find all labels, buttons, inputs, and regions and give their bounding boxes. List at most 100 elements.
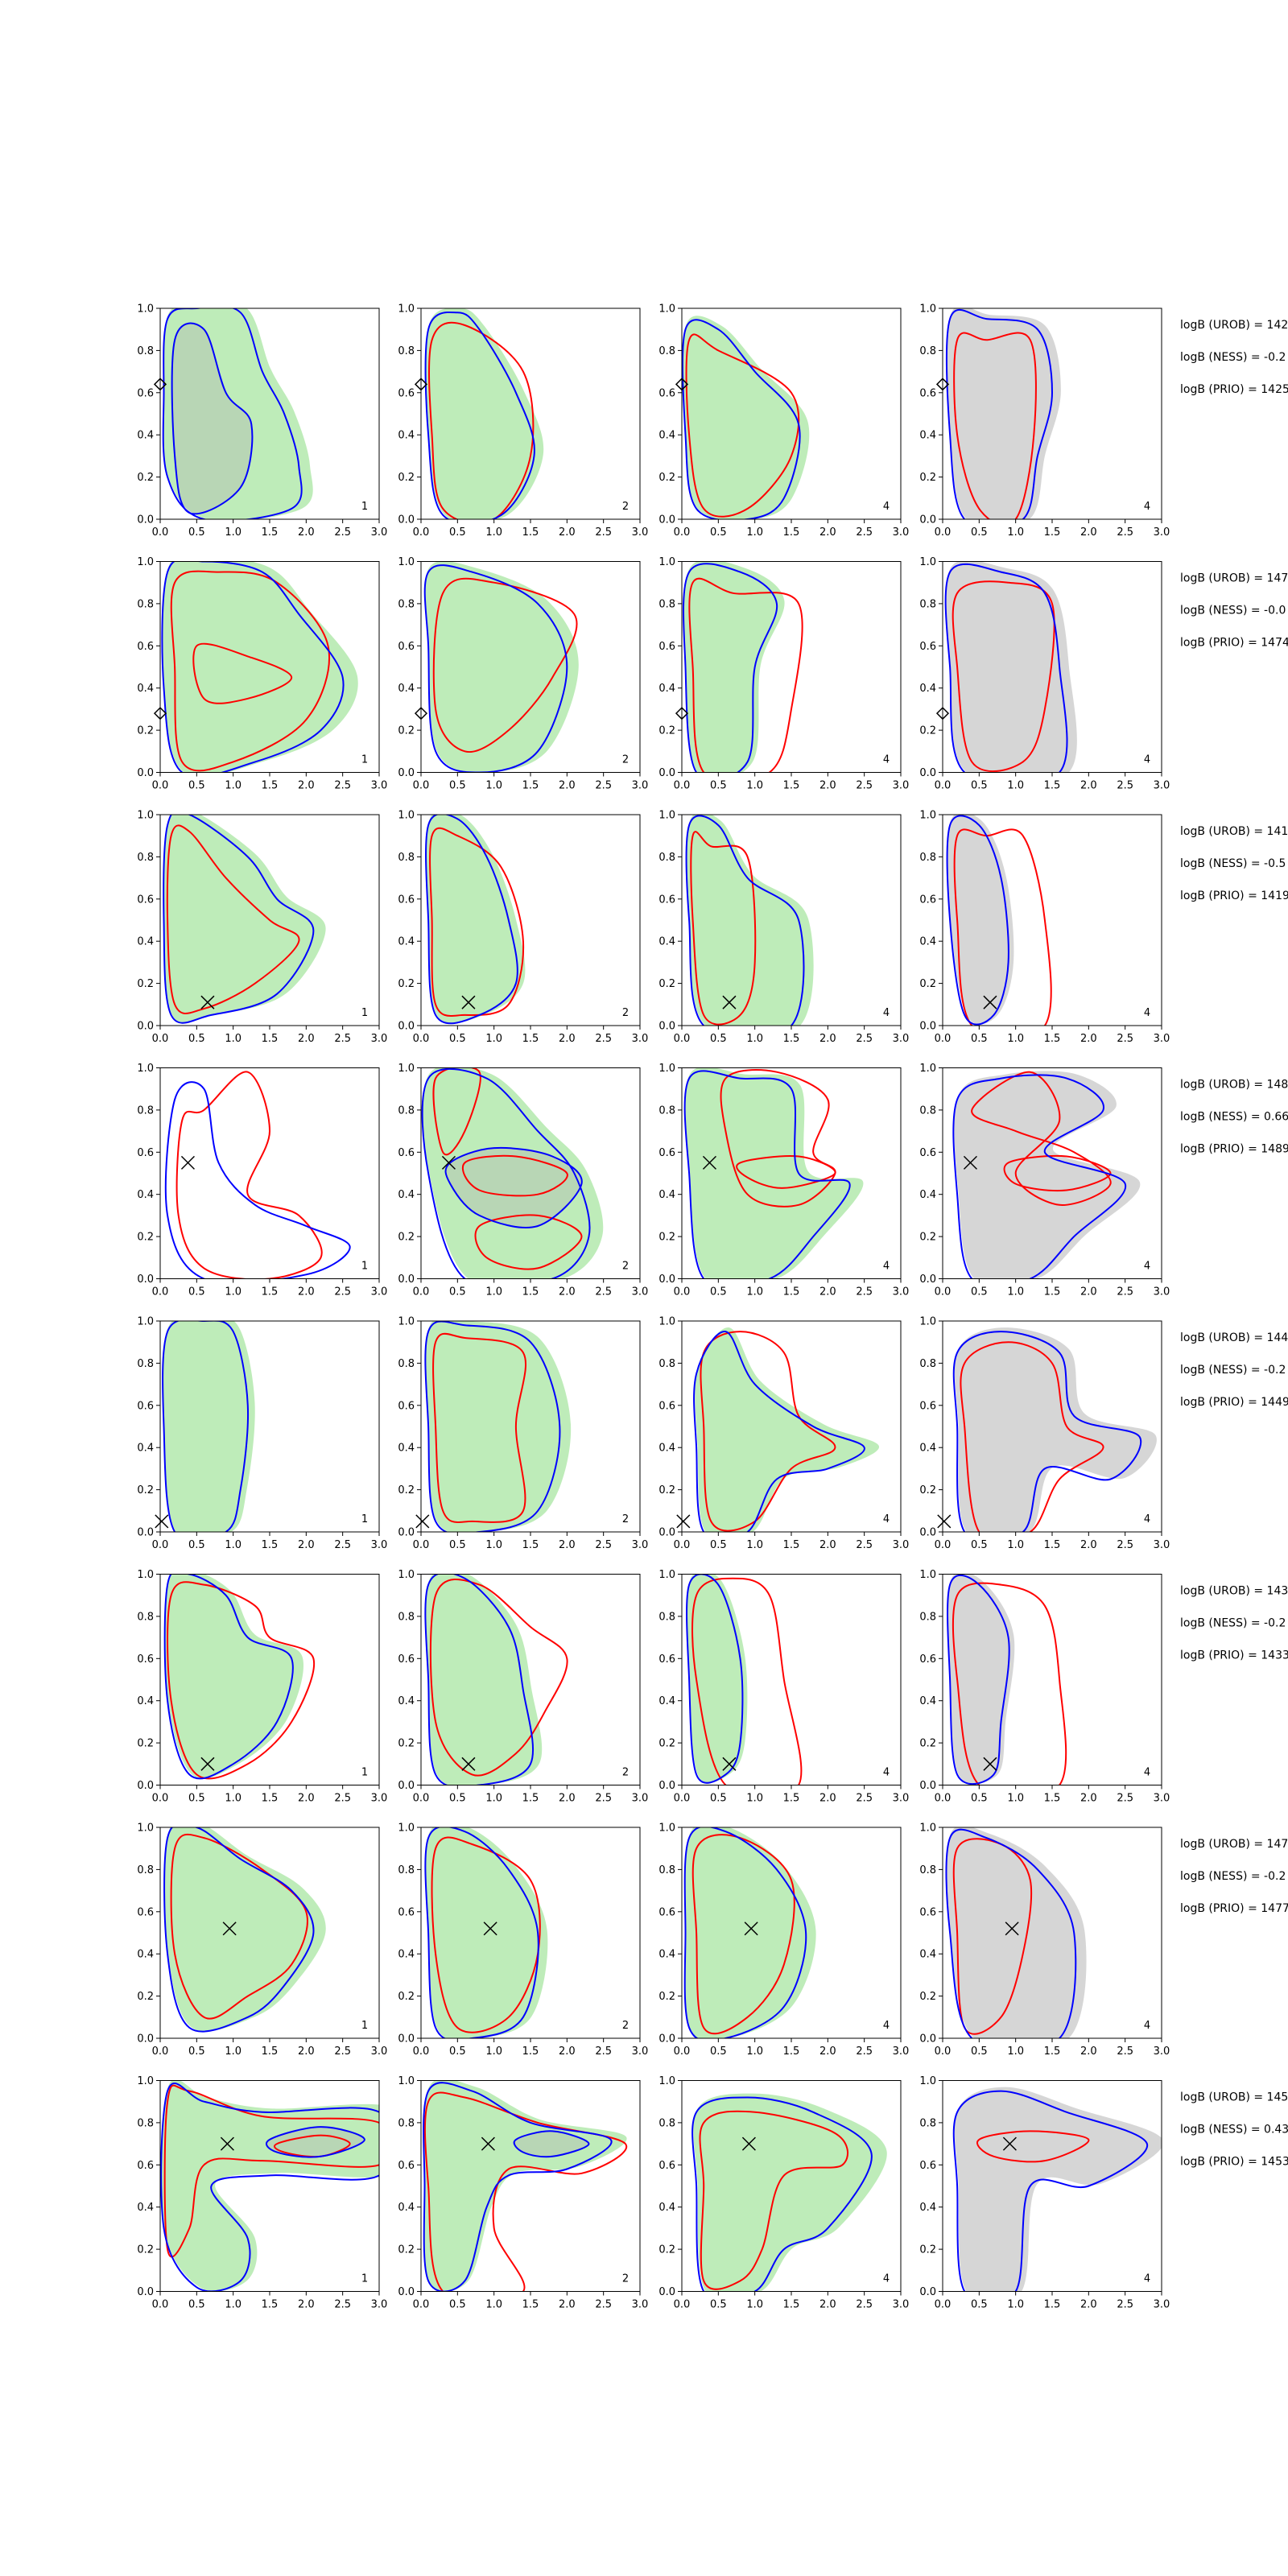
- y-tick-label: 0.0: [398, 2033, 415, 2046]
- blue-contour-1: [685, 815, 805, 1026]
- y-tick-label: 0.8: [919, 1611, 936, 1623]
- y-tick-label: 0.2: [658, 1484, 675, 1496]
- y-tick-label: 0.2: [137, 1232, 154, 1244]
- x-tick-label: 0.5: [971, 1286, 988, 1298]
- y-tick-label: 0.2: [137, 1738, 154, 1750]
- x-tick-label: 0.5: [449, 1539, 466, 1551]
- red-contour-1: [691, 1834, 795, 2035]
- y-tick-label: 0.4: [658, 430, 675, 442]
- red-contour-1: [432, 1332, 527, 1523]
- x-tick-label: 1.5: [262, 1033, 279, 1045]
- bayes-factor-annotations-row-7: logB (UROB) = 147 logB (NESS) = -0.2 logB …: [1180, 1838, 1288, 1915]
- y-tick-label: 0.4: [658, 683, 675, 695]
- x-tick-label: 1.5: [262, 1539, 279, 1551]
- panel-r5-c2: 0.0 0.5 1.0 1.5 2.0 2.5 3.0 0.0 0.2 0.4 0.6 0.8 1.0 2: [398, 1316, 648, 1552]
- logb-annotation: logB (NESS) = -0.2: [1180, 1364, 1286, 1377]
- panel-r8-c2: 0.0 0.5 1.0 1.5 2.0 2.5 3.0 0.0 0.2 0.4 0.6 0.8 1.0 2: [398, 2075, 648, 2311]
- y-tick-label: 0.0: [919, 1527, 936, 1539]
- x-tick-label: 1.5: [262, 1286, 279, 1298]
- red-contour-1: [461, 1154, 568, 1197]
- density-fill: [687, 1574, 748, 1783]
- panel-number: 2: [622, 1261, 629, 1273]
- y-tick-label: 0.4: [658, 1949, 675, 1961]
- y-tick-label: 0.0: [137, 767, 154, 779]
- density-fill: [947, 815, 1014, 1025]
- blue-contour-1: [945, 308, 1054, 519]
- blue-contour-1: [946, 815, 1009, 1026]
- red-contour-1: [423, 2091, 628, 2292]
- y-tick-label: 0.6: [137, 641, 154, 653]
- red-contour-1: [431, 1836, 541, 2033]
- panel-number: 1: [361, 1513, 368, 1525]
- y-tick-label: 1.0: [919, 2075, 936, 2087]
- y-tick-label: 0.6: [398, 2160, 415, 2172]
- density-fill: [162, 561, 358, 773]
- x-tick-label: 0.0: [413, 780, 430, 792]
- y-tick-label: 0.4: [658, 1443, 675, 1455]
- x-tick-label: 0.5: [449, 1286, 466, 1298]
- true-value-marker: [963, 1155, 977, 1170]
- y-tick-label: 0.8: [658, 1611, 675, 1623]
- x-tick-label: 1.0: [1007, 780, 1024, 792]
- y-tick-label: 0.4: [398, 1443, 415, 1455]
- x-tick-label: 1.5: [1044, 1793, 1061, 1805]
- x-tick-label: 2.5: [856, 1793, 873, 1805]
- y-tick-label: 0.0: [919, 1021, 936, 1033]
- true-value-marker: [722, 1757, 737, 1771]
- logb-annotation: logB (NESS) = -0.0: [1180, 605, 1286, 617]
- x-tick-label: 2.0: [559, 1539, 576, 1551]
- x-tick-label: 3.0: [893, 2046, 910, 2058]
- y-tick-label: 0.8: [137, 1358, 154, 1370]
- red-contour-1: [952, 1582, 1067, 1785]
- y-tick-label: 0.4: [919, 1949, 936, 1961]
- blue-contour-2: [444, 1146, 583, 1228]
- y-tick-label: 0.6: [919, 1147, 936, 1159]
- y-tick-label: 0.8: [137, 2117, 154, 2129]
- panel-r8-c1: 0.0 0.5 1.0 1.5 2.0 2.5 3.0 0.0 0.2 0.4 0.6 0.8 1.0 1: [137, 2075, 387, 2311]
- y-tick-label: 1.0: [919, 810, 936, 822]
- x-tick-label: 1.5: [783, 1286, 800, 1298]
- y-tick-label: 1.0: [398, 2075, 415, 2087]
- y-tick-label: 0.8: [137, 598, 154, 610]
- x-tick-label: 2.5: [334, 1286, 351, 1298]
- x-tick-label: 0.0: [152, 2046, 169, 2058]
- logb-annotation: logB (UROB) = 141: [1180, 825, 1288, 838]
- y-tick-label: 0.0: [398, 514, 415, 526]
- panel-number: 4: [1144, 1261, 1150, 1273]
- x-tick-label: 2.5: [334, 780, 351, 792]
- y-tick-label: 0.4: [398, 683, 415, 695]
- panel-r6-c1: 0.0 0.5 1.0 1.5 2.0 2.5 3.0 0.0 0.2 0.4 0.6 0.8 1.0 1: [137, 1569, 388, 1805]
- x-tick-label: 1.5: [262, 1793, 279, 1805]
- density-fill: [425, 561, 579, 773]
- x-tick-label: 3.0: [1154, 1539, 1170, 1551]
- density-fill: [163, 1321, 255, 1532]
- blue-contour-2: [266, 2126, 365, 2158]
- x-tick-label: 2.0: [1080, 1033, 1097, 1045]
- y-tick-label: 0.2: [398, 2244, 415, 2256]
- x-tick-label: 0.0: [935, 1539, 952, 1551]
- x-tick-label: 1.5: [1044, 2046, 1061, 2058]
- x-tick-label: 2.5: [856, 1539, 873, 1551]
- true-value-marker: [937, 1514, 952, 1529]
- y-tick-label: 1.0: [658, 810, 675, 822]
- x-tick-label: 0.5: [971, 1539, 988, 1551]
- density-fill-inner: [171, 323, 253, 514]
- y-tick-label: 1.0: [398, 1569, 415, 1581]
- x-tick-label: 1.0: [225, 1286, 242, 1298]
- y-tick-label: 0.0: [658, 1527, 675, 1539]
- x-tick-label: 3.0: [371, 1793, 388, 1805]
- y-tick-label: 0.6: [137, 1906, 154, 1918]
- y-tick-label: 0.2: [398, 1232, 415, 1244]
- x-tick-label: 1.5: [1044, 1033, 1061, 1045]
- panel-number: 4: [883, 2020, 890, 2032]
- panel-number: 1: [361, 1767, 368, 1779]
- x-tick-label: 2.5: [334, 2046, 351, 2058]
- y-tick-label: 0.4: [137, 2202, 154, 2214]
- density-fill: [687, 815, 814, 1026]
- y-tick-label: 1.0: [137, 1316, 154, 1328]
- y-tick-label: 0.8: [137, 1611, 154, 1623]
- x-tick-label: 1.0: [746, 780, 763, 792]
- y-tick-label: 1.0: [398, 1063, 415, 1075]
- x-tick-label: 0.0: [935, 526, 952, 539]
- panel-r4-c4: 0.0 0.5 1.0 1.5 2.0 2.5 3.0 0.0 0.2 0.4 0.6 0.8 1.0 4: [919, 1063, 1170, 1298]
